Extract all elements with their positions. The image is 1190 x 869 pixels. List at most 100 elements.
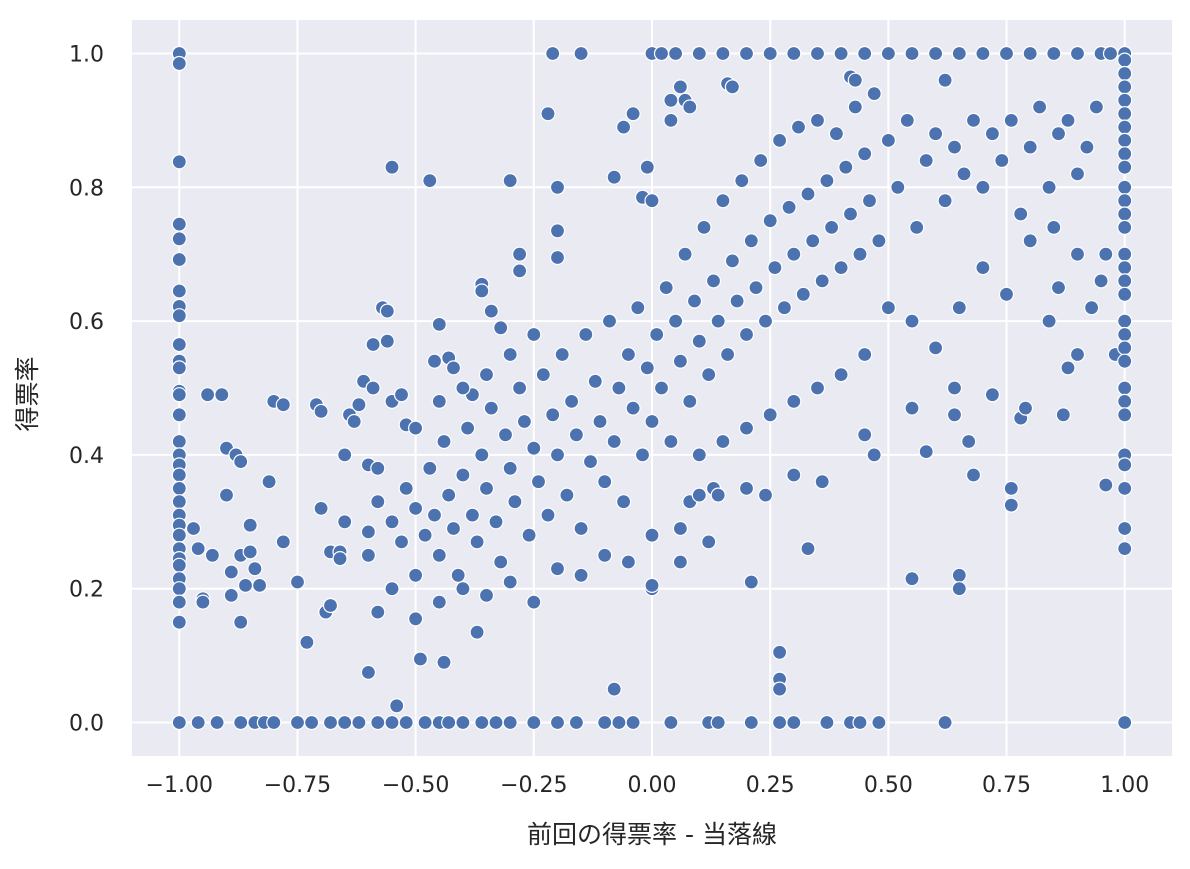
data-point [185, 520, 202, 537]
data-point [857, 346, 873, 363]
data-point [691, 487, 707, 503]
data-point [649, 326, 665, 343]
data-point [379, 333, 395, 349]
data-point [814, 474, 830, 490]
data-point [1069, 166, 1086, 182]
data-point [857, 45, 873, 62]
data-point [483, 303, 499, 319]
data-point [738, 45, 755, 62]
data-point [606, 169, 622, 185]
data-point [545, 45, 561, 62]
data-point [360, 664, 376, 681]
data-point [1079, 139, 1095, 155]
data-point [554, 346, 570, 363]
data-point [866, 85, 882, 102]
data-point [1041, 313, 1057, 329]
data-point [743, 714, 759, 731]
data-point [171, 467, 187, 483]
data-point [994, 152, 1010, 169]
data-point [549, 561, 566, 577]
data-point [696, 219, 712, 235]
data-point [474, 714, 490, 731]
data-point [549, 714, 566, 731]
data-point [682, 99, 698, 115]
data-point [1117, 457, 1133, 473]
data-point [360, 524, 376, 540]
data-point [672, 79, 689, 95]
data-point [710, 487, 726, 503]
data-point [535, 367, 551, 383]
data-point [918, 152, 934, 169]
data-point [724, 79, 741, 95]
data-point [526, 326, 542, 343]
data-point [171, 581, 187, 597]
data-point [852, 246, 868, 262]
y-tick-labels: 0.0 0.2 0.4 0.6 0.8 1.0 [69, 42, 104, 736]
data-point [483, 400, 499, 416]
data-point [488, 514, 504, 530]
data-point [1060, 112, 1076, 129]
data-point [171, 433, 187, 450]
data-point [322, 597, 339, 614]
data-point [904, 571, 920, 587]
data-point [890, 179, 906, 195]
data-point [762, 45, 778, 62]
data-point [171, 480, 187, 496]
data-point [1055, 407, 1071, 423]
data-point [389, 698, 405, 714]
data-point [1117, 260, 1133, 276]
data-point [771, 132, 788, 148]
data-point [904, 45, 920, 62]
data-point [351, 397, 367, 413]
data-point [1117, 353, 1133, 369]
data-point [171, 55, 187, 72]
data-point [800, 540, 816, 557]
data-point [1117, 286, 1133, 302]
data-point [313, 403, 329, 419]
data-point [171, 251, 187, 268]
data-point [620, 554, 637, 570]
data-point [474, 283, 490, 299]
data-point [625, 714, 641, 731]
data-point [507, 494, 523, 510]
data-point [1117, 52, 1133, 68]
data-point [393, 534, 410, 550]
data-point [701, 367, 717, 383]
data-point [478, 480, 495, 496]
data-point [488, 714, 504, 731]
data-point [1117, 393, 1133, 409]
data-point [1117, 407, 1133, 423]
data-point [663, 714, 679, 731]
data-point [904, 400, 920, 416]
data-point [247, 561, 263, 577]
data-point [1013, 206, 1029, 222]
data-point [493, 320, 509, 336]
data-point [677, 246, 693, 262]
data-point [710, 714, 726, 731]
data-point [738, 326, 755, 343]
data-point [833, 45, 849, 62]
data-point [951, 45, 967, 62]
y-tick-label: 0.8 [69, 176, 104, 201]
data-point [965, 112, 982, 129]
data-point [337, 447, 353, 463]
data-point [516, 413, 533, 430]
data-point [455, 467, 471, 483]
data-point [715, 193, 731, 209]
data-point [809, 45, 826, 62]
data-point [190, 540, 206, 557]
data-point [691, 447, 707, 463]
x-axis-label: 前回の得票率 - 当落線 [527, 820, 777, 849]
data-point [384, 514, 400, 530]
data-point [847, 72, 863, 88]
x-tick-label: 0.25 [746, 773, 795, 798]
data-point [757, 487, 774, 503]
x-tick-label: 0.50 [864, 773, 913, 798]
data-point [786, 393, 802, 409]
data-point [445, 360, 462, 376]
data-point [332, 550, 348, 567]
data-point [233, 714, 249, 731]
data-point [313, 500, 329, 516]
data-point [1022, 139, 1038, 155]
data-point [431, 594, 447, 610]
